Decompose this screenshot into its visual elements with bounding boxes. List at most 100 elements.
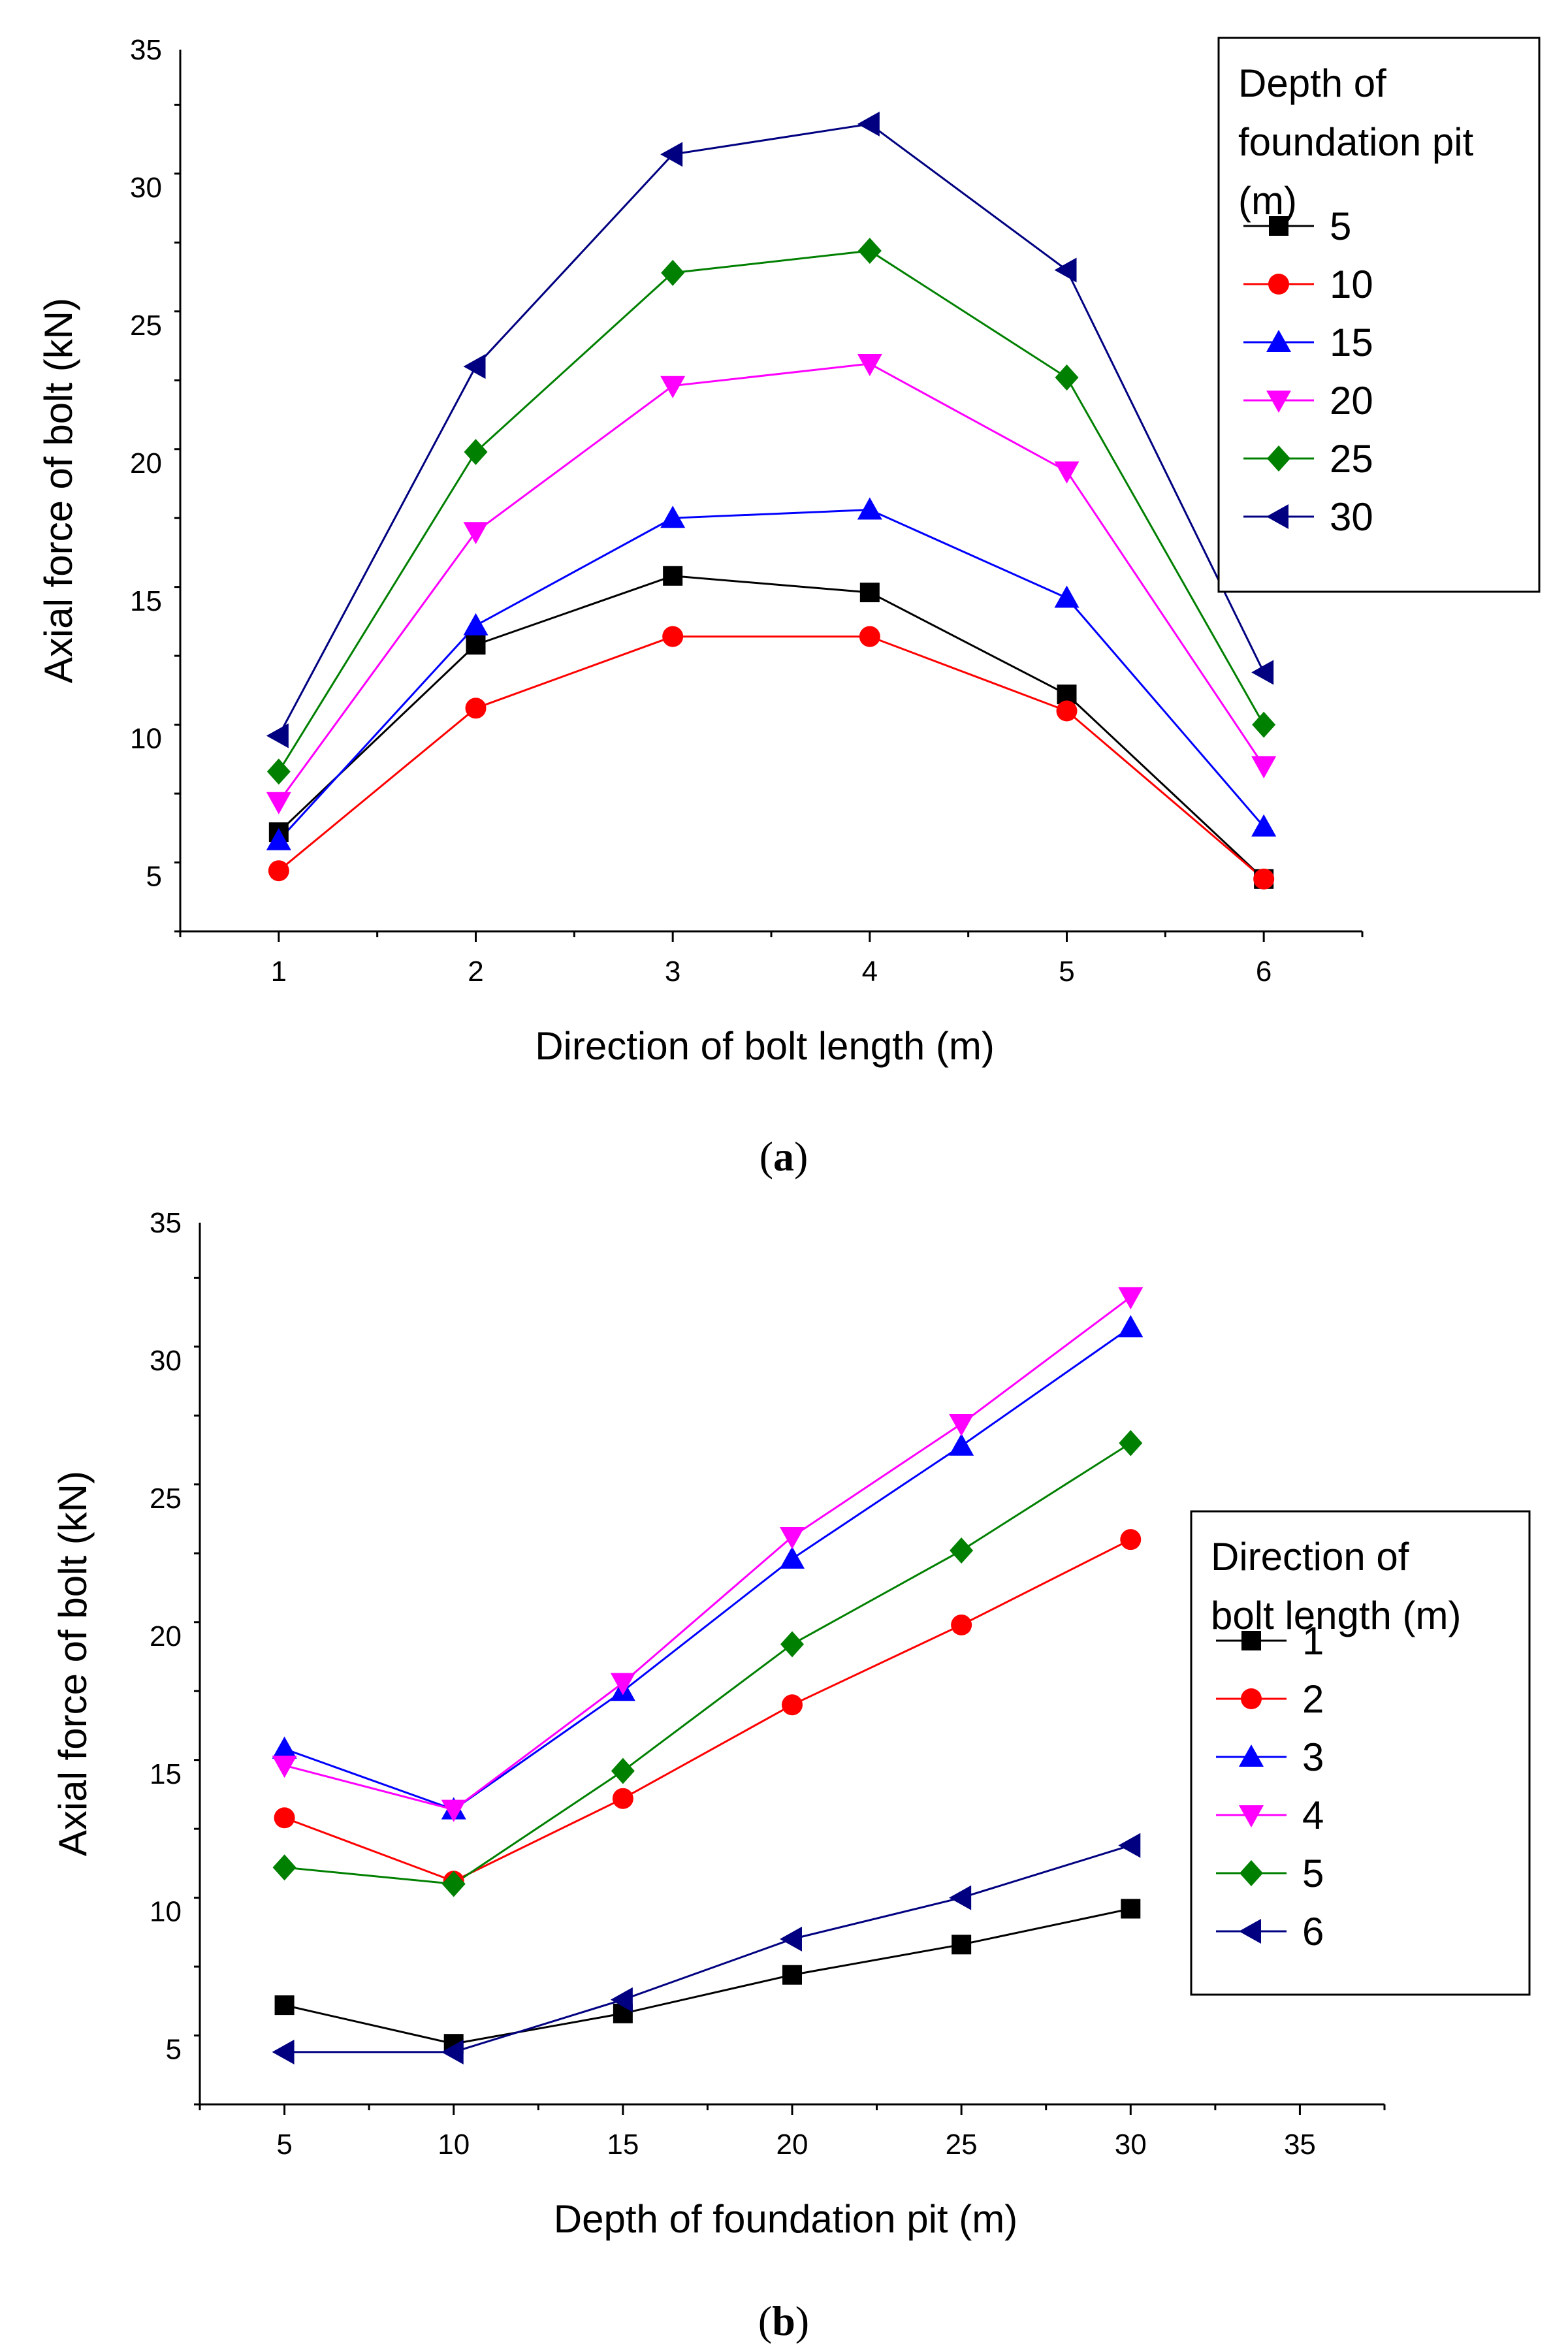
chart-b-series-1-point [782,1965,802,1985]
chart-b-legend-marker-4 [1239,1805,1264,1827]
chart-a-y-tick-label: 5 [146,861,162,893]
chart-b-x-tick-label: 10 [438,2129,470,2161]
chart-a-x-tick-label: 3 [665,956,680,988]
chart-b-legend-title: bolt length (m) [1211,1594,1462,1637]
chart-b-y-axis-title: Axial force of bolt (kN) [51,1471,95,1856]
chart-b-legend-entry-3: 3 [1302,1735,1324,1779]
chart-a-y-tick-label: 10 [130,723,162,755]
chart-b-series-1-point [1121,1899,1141,1919]
chart-a-y-tick-label: 20 [130,447,162,479]
chart-a-legend-marker-5 [1269,216,1288,236]
chart-b-series-4-point [1118,1287,1144,1310]
chart-a-legend-marker-20 [1266,391,1291,413]
chart-b-series-2-point [612,1788,633,1809]
chart-b-series-5-line [284,1442,1132,1886]
chart-b-series-6-point [949,1885,972,1910]
chart-b-y-tick-label: 15 [150,1758,182,1790]
chart-b-series-1-line [284,1908,1131,2045]
chart-a-legend [1217,37,1541,593]
chart-a: 5 10 15 20 25 30 35 1 2 3 4 5 6 Direction of bolt len… [37,34,1541,1068]
chart-a-series-5-line [278,575,1265,880]
chart-b-y-tick-label: 10 [150,1896,182,1928]
chart-b-legend-marker-5 [1240,1860,1263,1886]
chart-b-series-4-line [284,1296,1132,1811]
chart-a-series-25-point [857,237,882,264]
chart-b-legend-marker-6 [1239,1919,1261,1944]
chart-b-legend-entry-1: 1 [1302,1619,1324,1663]
chart-a-y-tick-label: 15 [130,585,162,617]
chart-b-series-6-point [780,1926,802,1952]
chart-a-series-25-point [464,438,488,465]
chart-a-series-10-point [859,626,880,647]
chart-b-series-6-line [284,1844,1131,2053]
chart-a-series-20-point [660,376,686,398]
chart-b-legend-entry-2: 2 [1302,1677,1324,1721]
chart-b-series-1-point [952,1935,972,1955]
chart-a-x-tick-label: 2 [468,956,483,988]
chart-b-legend-marker-3 [1239,1745,1264,1767]
chart-a-series-10-point [465,698,487,719]
chart-a-series-10-point [1056,700,1078,722]
chart-a-x-tick-label: 1 [271,956,287,988]
chart-b-x-tick-label: 25 [946,2129,978,2161]
chart-a-series-10-line [278,635,1265,880]
chart-a-series-20-line [278,362,1265,803]
chart-b-x-tick-label: 30 [1115,2129,1147,2161]
chart-b-legend [1190,1510,1531,1996]
chart-a-series-30-point [660,142,683,167]
chart-b-series-4-point [610,1673,635,1696]
chart-b-series-5-point [1119,1430,1143,1456]
chart-a-legend-entry-30: 30 [1330,495,1373,539]
chart-a-series-25-point [1055,364,1079,391]
chart-a-series-30-point [1251,660,1274,685]
chart-a-series-15-point [463,613,488,635]
caption-a-letter: a [773,1133,794,1180]
chart-b-series-4-point [780,1526,805,1549]
chart-b-y-tick-label: 20 [150,1620,182,1652]
caption-b: (b) [758,2298,809,2344]
chart-b-legend-title: Direction of [1211,1535,1409,1579]
chart-a-series-10-point [1253,868,1275,890]
chart-a-legend-title: foundation pit [1238,120,1474,164]
chart-a-legend-title: (m) [1238,179,1297,223]
chart-a-series-20-point [266,792,291,814]
caption-b-letter: b [772,2298,795,2344]
chart-a-y-tick-label: 30 [130,172,162,204]
chart-a-legend-marker-15 [1266,330,1291,352]
chart-a-y-tick-label: 35 [130,34,162,66]
chart-a-series-5-point [663,566,683,586]
chart-b-series-5-point [272,1854,296,1881]
chart-a-series-15-point [1054,585,1080,608]
chart-a-legend-entry-20: 20 [1330,379,1373,423]
chart-b-series-5-point [950,1537,974,1564]
chart-b-legend-entry-4: 4 [1302,1793,1324,1837]
chart-b-series-2-point [1120,1529,1142,1551]
chart-b-series-3-point [1118,1315,1144,1338]
chart-a-series-25-point [1252,711,1276,738]
chart-a-series-20-point [857,353,882,376]
chart-a-legend-entry-10: 10 [1330,263,1373,306]
chart-a-x-tick-label: 4 [862,956,878,988]
chart-a-legend-entry-5: 5 [1330,204,1351,248]
chart-b-x-axis-title: Depth of foundation pit (m) [554,2197,1017,2241]
chart-a-legend-marker-10 [1268,274,1289,295]
chart-a-y-tick-label: 25 [130,310,162,342]
chart-b-series-2-line [284,1538,1131,1882]
chart-a-series-5-point [859,583,880,603]
chart-a-series-20-point [1251,756,1277,779]
chart-b-series-6-point [272,2039,295,2065]
chart-b-series-4-point [441,1799,466,1822]
chart-b-series-5-point [780,1631,804,1658]
chart-b-series-3-point [949,1433,974,1456]
chart-b-series-3-line [284,1327,1132,1811]
chart-b-y-tick-label: 35 [150,1207,182,1239]
chart-b-series-2-point [274,1807,295,1829]
chart-a-series-15-point [660,506,686,528]
chart-a-series-10-point [662,626,684,647]
chart-b-y-tick-label: 25 [150,1483,182,1515]
chart-a-series-30-point [857,111,880,137]
chart-b-series-4-point [949,1413,974,1436]
chart-b-legend-entry-5: 5 [1302,1852,1324,1895]
